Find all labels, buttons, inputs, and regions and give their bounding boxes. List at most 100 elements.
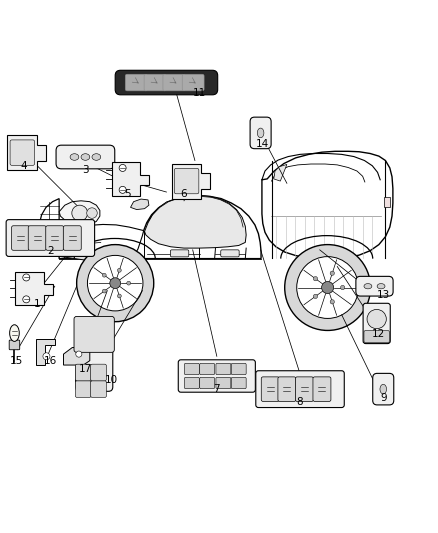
FancyBboxPatch shape [144,74,166,91]
Circle shape [117,294,121,298]
Text: 9: 9 [380,393,387,403]
Circle shape [367,310,386,329]
Polygon shape [384,197,390,207]
FancyBboxPatch shape [125,74,147,91]
Polygon shape [262,151,393,259]
Text: 15: 15 [10,356,23,366]
FancyBboxPatch shape [184,377,199,389]
Polygon shape [64,348,90,365]
Text: 7: 7 [213,384,220,394]
FancyBboxPatch shape [6,220,95,256]
FancyBboxPatch shape [313,377,331,401]
Polygon shape [145,196,246,248]
Polygon shape [39,249,105,263]
Polygon shape [112,162,149,196]
Polygon shape [59,224,144,258]
Polygon shape [36,339,55,365]
FancyBboxPatch shape [46,226,64,251]
Circle shape [77,245,154,322]
FancyBboxPatch shape [278,377,296,401]
FancyBboxPatch shape [200,377,215,389]
FancyBboxPatch shape [115,70,218,95]
Circle shape [285,245,371,330]
FancyBboxPatch shape [184,364,199,375]
Text: 2: 2 [47,246,54,256]
FancyBboxPatch shape [216,364,231,375]
Circle shape [119,165,126,172]
Text: 10: 10 [105,375,118,385]
FancyBboxPatch shape [356,276,393,296]
FancyBboxPatch shape [163,74,185,91]
FancyBboxPatch shape [91,364,106,381]
Polygon shape [7,135,46,170]
FancyBboxPatch shape [64,226,81,251]
Ellipse shape [380,384,387,394]
FancyBboxPatch shape [91,381,106,398]
Text: 8: 8 [297,397,304,407]
Ellipse shape [44,236,57,244]
FancyBboxPatch shape [256,371,344,408]
Circle shape [23,274,30,281]
FancyBboxPatch shape [231,364,246,375]
FancyBboxPatch shape [174,168,199,194]
Circle shape [313,294,318,298]
Ellipse shape [81,154,90,160]
Text: 12: 12 [372,329,385,340]
Circle shape [102,289,106,293]
FancyBboxPatch shape [182,74,204,91]
Circle shape [313,277,318,281]
Text: 16: 16 [44,356,57,366]
Polygon shape [59,201,100,225]
Text: 13: 13 [377,290,390,300]
Text: 11: 11 [193,88,206,99]
FancyBboxPatch shape [170,250,189,257]
Circle shape [43,353,50,360]
FancyBboxPatch shape [74,317,114,352]
Circle shape [297,256,359,318]
Ellipse shape [377,284,385,289]
Polygon shape [15,272,53,305]
Text: 5: 5 [124,189,131,199]
Ellipse shape [257,128,264,138]
Polygon shape [59,196,261,259]
Ellipse shape [92,154,101,160]
Circle shape [117,269,121,272]
FancyBboxPatch shape [75,381,91,398]
FancyBboxPatch shape [296,377,314,401]
Text: 1: 1 [34,298,41,309]
FancyBboxPatch shape [75,326,113,391]
Polygon shape [131,199,149,209]
Circle shape [321,281,334,294]
Circle shape [119,187,126,193]
Polygon shape [39,199,59,251]
FancyBboxPatch shape [10,140,35,165]
Text: 3: 3 [82,165,89,175]
Text: 4: 4 [21,161,28,171]
FancyBboxPatch shape [373,374,394,405]
FancyBboxPatch shape [363,303,390,344]
Circle shape [76,351,82,357]
Text: 6: 6 [180,189,187,199]
Circle shape [330,271,334,276]
Polygon shape [172,164,210,199]
Circle shape [340,285,345,289]
Circle shape [110,278,120,288]
Text: 17: 17 [79,365,92,374]
FancyBboxPatch shape [364,330,389,343]
Circle shape [330,300,334,304]
Circle shape [23,296,30,303]
FancyBboxPatch shape [9,340,20,350]
Circle shape [72,205,88,221]
FancyBboxPatch shape [56,145,115,169]
Circle shape [127,281,131,285]
FancyBboxPatch shape [11,226,30,251]
FancyBboxPatch shape [216,377,231,389]
FancyBboxPatch shape [250,117,271,149]
FancyBboxPatch shape [200,364,215,375]
Text: 14: 14 [256,139,269,149]
FancyBboxPatch shape [28,226,46,251]
Circle shape [88,255,143,311]
FancyBboxPatch shape [261,377,279,401]
FancyBboxPatch shape [231,377,246,389]
Circle shape [102,273,106,277]
